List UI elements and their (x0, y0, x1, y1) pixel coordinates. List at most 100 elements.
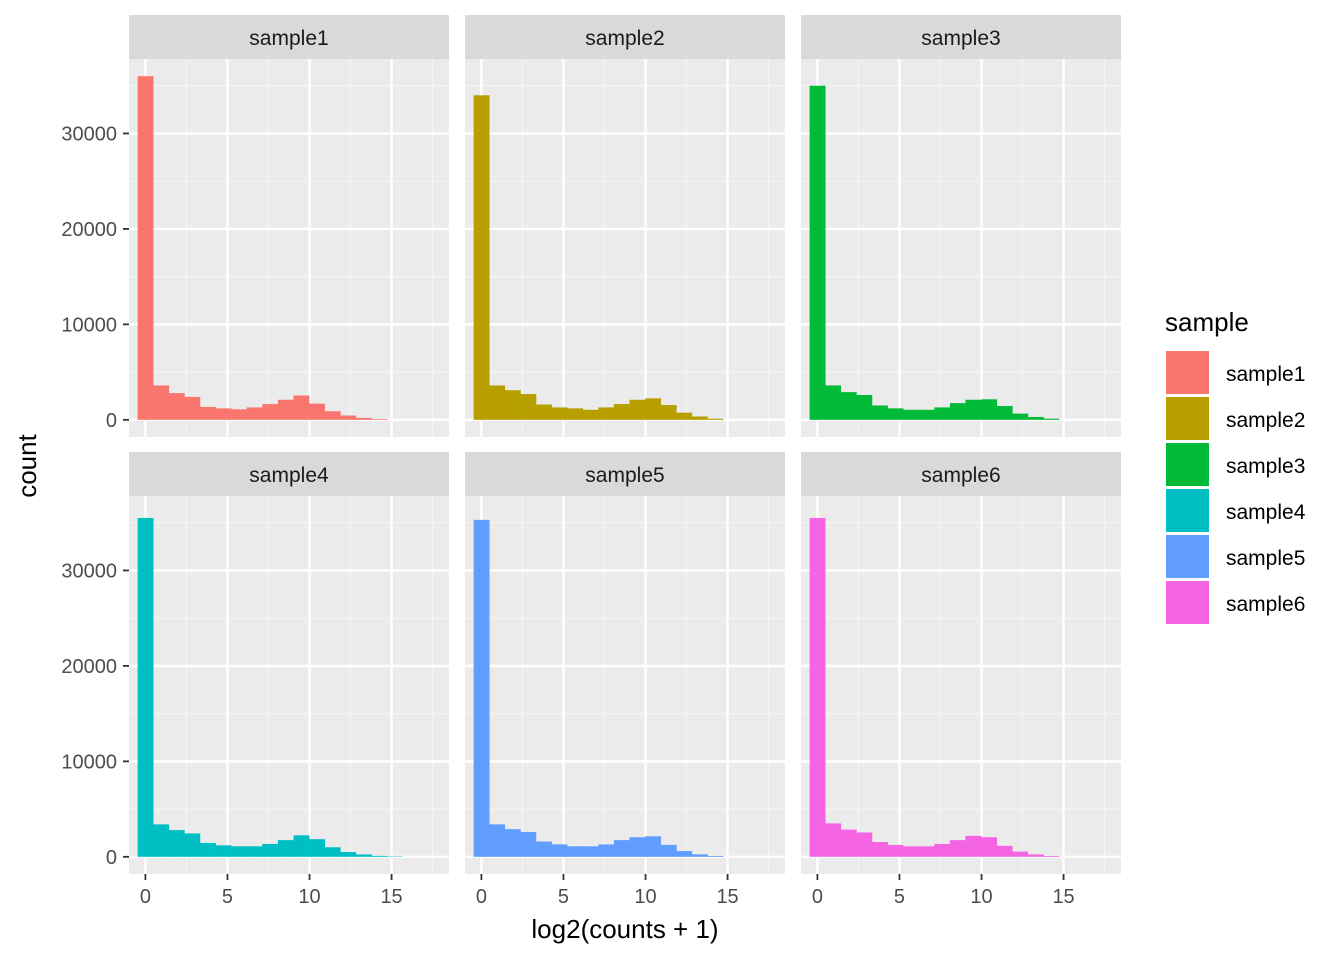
x-tick-label: 0 (140, 886, 151, 908)
histogram-bar (809, 517, 826, 857)
panel-background (465, 496, 785, 874)
facet-panel-sample1: sample1 0 10000 20000 30000 (61, 15, 449, 437)
histogram-bar (645, 836, 661, 857)
histogram-bar (809, 85, 826, 420)
histogram-bar (168, 393, 185, 420)
histogram-bar (371, 855, 388, 857)
histogram-bar (355, 417, 372, 420)
histogram-bar (551, 407, 568, 420)
histogram-bar (199, 406, 216, 420)
x-tick-label: 0 (812, 886, 823, 908)
legend: sample sample1 sample2 sample3 sample4 sampl… (1165, 307, 1306, 624)
histogram-bar (324, 411, 341, 420)
histogram-bar (840, 392, 857, 420)
legend-label-sample1: sample1 (1226, 363, 1305, 386)
histogram-bar (825, 823, 842, 857)
histogram-bar (137, 76, 154, 420)
y-tick-label: 0 (106, 410, 117, 432)
x-tick-label: 15 (716, 886, 738, 908)
histogram-bar (567, 846, 584, 857)
histogram-bar (871, 842, 888, 857)
histogram-bar (246, 846, 263, 857)
x-axis-title: log2(counts + 1) (531, 914, 718, 944)
histogram-bar (825, 385, 842, 420)
histogram-bar (215, 845, 232, 857)
x-tick-label: 10 (634, 886, 656, 908)
histogram-bar (981, 399, 997, 420)
histogram-bar (231, 409, 248, 420)
x-tick-label: 15 (380, 886, 402, 908)
histogram-bar (535, 841, 552, 857)
histogram-bar (981, 837, 997, 857)
facet-strip (129, 15, 449, 59)
histogram-bar (309, 403, 325, 420)
histogram-bar (309, 839, 325, 857)
y-tick-label: 0 (106, 847, 117, 869)
facet-panel-sample5: sample5 0 5 10 15 (465, 452, 785, 908)
facet-strip (129, 452, 449, 496)
histogram-bar (918, 409, 935, 420)
facet-strip-label: sample6 (921, 464, 1000, 487)
legend-key-sample2 (1166, 397, 1209, 440)
histogram-bar (660, 405, 677, 420)
x-tick-label: 10 (970, 886, 992, 908)
histogram-bar (691, 416, 708, 420)
histogram-bar (293, 395, 310, 420)
histogram-bar (293, 835, 310, 857)
legend-key-sample6 (1166, 581, 1209, 624)
facet-strip-label: sample3 (921, 27, 1000, 50)
histogram-bar (340, 852, 357, 857)
facet-strip-label: sample4 (249, 464, 329, 487)
histogram-bar (489, 385, 506, 420)
histogram-bar (215, 408, 232, 420)
histogram-bar (168, 830, 185, 857)
histogram-bar (903, 846, 920, 857)
facet-strip-label: sample5 (585, 464, 664, 487)
histogram-bar (324, 847, 341, 857)
y-tick-label: 30000 (61, 123, 117, 145)
histogram-bar (231, 846, 248, 857)
legend-label-sample6: sample6 (1226, 593, 1305, 616)
y-axis-title: count (12, 433, 42, 497)
facet-panel-sample3: sample3 (801, 15, 1121, 437)
histogram-bar (184, 833, 201, 857)
histogram-bar (691, 854, 708, 857)
facet-panel-sample6: sample6 0 5 10 15 (801, 452, 1121, 908)
histogram-bar (676, 412, 693, 420)
histogram-bar (949, 840, 966, 857)
histogram-bar (660, 844, 677, 857)
legend-key-sample4 (1166, 489, 1209, 532)
histogram-bar (629, 837, 646, 857)
panel-background (801, 59, 1121, 437)
histogram-bar (934, 843, 951, 857)
histogram-bar (246, 407, 263, 420)
x-tick-label: 10 (298, 886, 320, 908)
histogram-bar (949, 403, 966, 420)
histogram-bar (504, 390, 521, 420)
histogram-bar (551, 844, 568, 857)
panel-background (129, 59, 449, 437)
histogram-bar (598, 844, 615, 857)
histogram-bar (887, 844, 904, 857)
histogram-bar (871, 405, 888, 420)
histogram-bar (504, 829, 521, 857)
histogram-bar (856, 395, 873, 420)
facet-strip (801, 15, 1121, 59)
histogram-bar (598, 407, 615, 420)
histogram-bar (582, 846, 599, 857)
histogram-bar (965, 399, 982, 420)
legend-label-sample4: sample4 (1226, 501, 1306, 524)
histogram-bar (1027, 854, 1044, 857)
legend-label-sample5: sample5 (1226, 547, 1305, 570)
histogram-bar (707, 855, 724, 857)
legend-key-sample1 (1166, 351, 1209, 394)
facet-strip-label: sample2 (585, 27, 664, 50)
histogram-bar (582, 409, 599, 420)
histogram-bar (676, 851, 693, 857)
panel-background (801, 496, 1121, 874)
histogram-bar (613, 840, 630, 857)
histogram-bar (340, 415, 357, 420)
histogram-bar (355, 854, 372, 857)
